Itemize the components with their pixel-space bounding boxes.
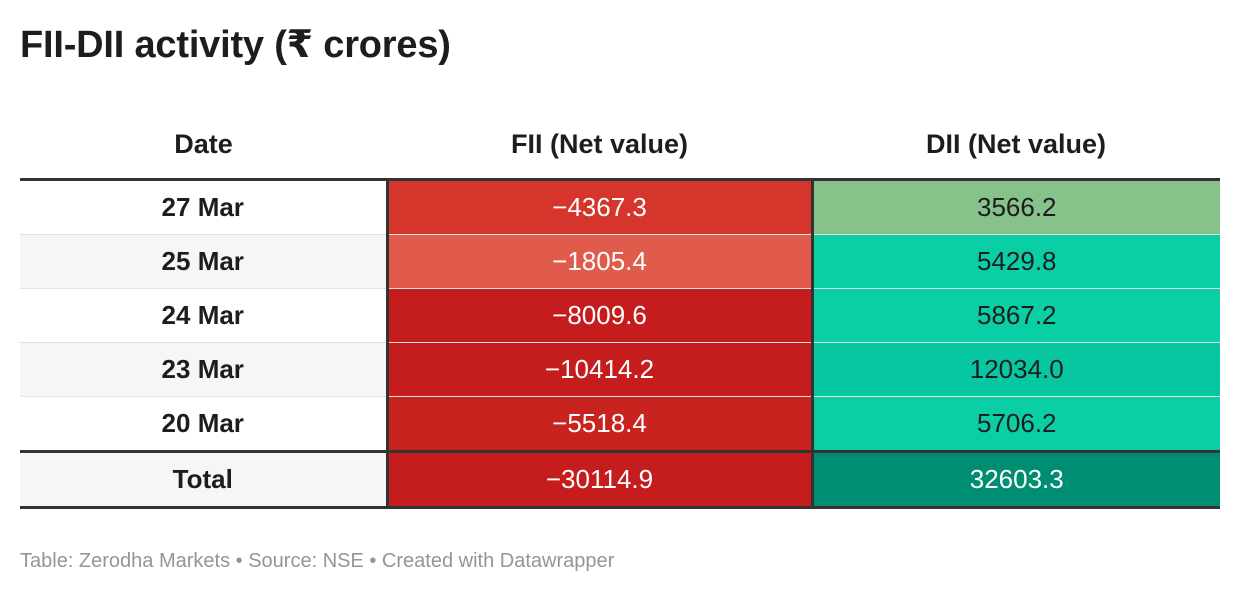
- date-cell: 23 Mar: [20, 342, 387, 397]
- date-cell: 20 Mar: [20, 396, 387, 452]
- date-cell: 27 Mar: [20, 179, 387, 235]
- fii-cell: −5518.4: [385, 396, 814, 452]
- total-label: Total: [20, 450, 387, 509]
- column-header-dii[interactable]: DII (Net value): [812, 110, 1220, 181]
- date-cell: 24 Mar: [20, 288, 387, 343]
- table-row: 23 Mar −10414.2 12034.0: [20, 342, 1220, 397]
- fii-cell: −10414.2: [385, 342, 814, 397]
- table-row: 20 Mar −5518.4 5706.2: [20, 396, 1220, 452]
- dii-cell: 5867.2: [812, 288, 1220, 343]
- source-footer: Table: Zerodha Markets • Source: NSE • C…: [20, 550, 615, 572]
- table-row: 25 Mar −1805.4 5429.8: [20, 234, 1220, 289]
- dii-cell: 5706.2: [812, 396, 1220, 452]
- table-row: 24 Mar −8009.6 5867.2: [20, 288, 1220, 343]
- dii-cell: 12034.0: [812, 342, 1220, 397]
- fii-cell: −4367.3: [385, 179, 814, 235]
- fii-dii-table: Date FII (Net value) DII (Net value) 27 …: [20, 110, 1220, 509]
- column-header-fii[interactable]: FII (Net value): [387, 110, 812, 181]
- fii-total-cell: −30114.9: [385, 450, 814, 509]
- column-header-date[interactable]: Date: [20, 110, 387, 181]
- table-row: 27 Mar −4367.3 3566.2: [20, 179, 1220, 235]
- dii-total-cell: 32603.3: [812, 450, 1220, 509]
- dii-cell: 5429.8: [812, 234, 1220, 289]
- dii-cell: 3566.2: [812, 179, 1220, 235]
- fii-cell: −1805.4: [385, 234, 814, 289]
- table-header-row: Date FII (Net value) DII (Net value): [20, 110, 1220, 181]
- chart-title: FII-DII activity (₹ crores): [20, 24, 451, 66]
- total-row: Total −30114.9 32603.3: [20, 450, 1220, 509]
- date-cell: 25 Mar: [20, 234, 387, 289]
- fii-cell: −8009.6: [385, 288, 814, 343]
